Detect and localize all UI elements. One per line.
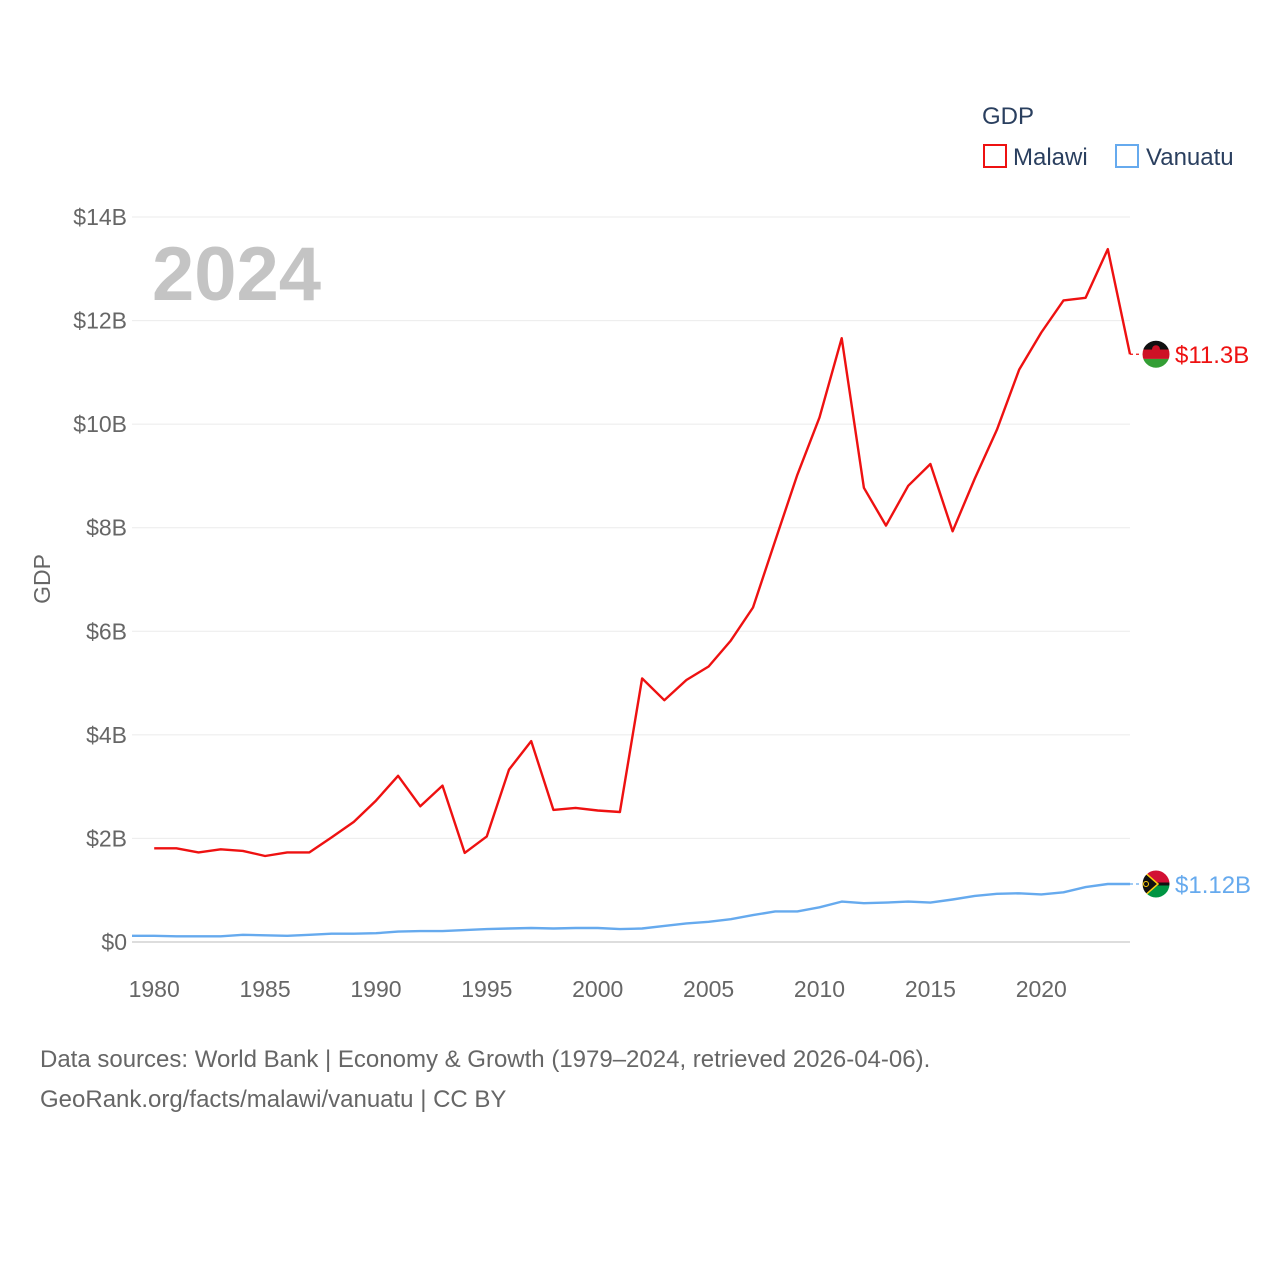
y-tick-label: $12B <box>73 308 127 334</box>
x-tick-label: 2005 <box>683 976 734 1002</box>
gridlines <box>132 216 1130 943</box>
x-axis-ticks: 1980 1985 1990 1995 2000 2005 2010 2015 2020 <box>129 976 1067 1002</box>
y-tick-label: $8B <box>86 515 127 541</box>
source-note: Data sources: World Bank | Economy & Gro… <box>40 1040 930 1120</box>
legend[interactable]: GDP Malawi Vanuatu <box>982 103 1234 171</box>
y-axis-ticks: $0 $2B $4B $6B $8B $10B $12B $14B <box>73 204 127 955</box>
malawi-flag-icon <box>1141 339 1171 369</box>
series-lines <box>132 247 1132 938</box>
source-line-2: GeoRank.org/facts/malawi/vanuatu | CC BY <box>40 1086 507 1113</box>
x-tick-label: 2015 <box>905 976 956 1002</box>
series-line-malawi <box>154 247 1132 858</box>
legend-title: GDP <box>982 103 1034 130</box>
x-tick-label: 2020 <box>1016 976 1067 1002</box>
legend-item-malawi[interactable]: Malawi <box>983 144 1088 171</box>
y-tick-label: $6B <box>86 618 127 644</box>
end-label-malawi: $11.3B <box>1175 342 1249 369</box>
legend-item-vanuatu[interactable]: Vanuatu <box>1115 144 1234 171</box>
end-label-vanuatu: $1.12B <box>1175 872 1251 899</box>
x-tick-label: 1985 <box>239 976 290 1002</box>
series-endpoints: $11.3B $1.12B <box>1130 339 1251 899</box>
legend-label-vanuatu: Vanuatu <box>1146 144 1234 171</box>
x-tick-label: 1980 <box>129 976 180 1002</box>
vanuatu-flag-icon <box>1141 869 1171 899</box>
y-axis-title: GDP <box>29 554 55 604</box>
x-tick-label: 2010 <box>794 976 845 1002</box>
x-tick-label: 1990 <box>350 976 401 1002</box>
x-tick-label: 1995 <box>461 976 512 1002</box>
y-tick-label: $0 <box>101 929 127 955</box>
y-tick-label: $2B <box>86 825 127 851</box>
y-tick-label: $10B <box>73 411 127 437</box>
legend-label-malawi: Malawi <box>1013 144 1088 171</box>
x-tick-label: 2000 <box>572 976 623 1002</box>
y-tick-label: $14B <box>73 204 127 230</box>
legend-swatch-malawi <box>983 144 1007 168</box>
y-tick-label: $4B <box>86 722 127 748</box>
source-line-1: Data sources: World Bank | Economy & Gro… <box>40 1046 931 1073</box>
legend-swatch-vanuatu <box>1115 144 1139 168</box>
series-line-vanuatu <box>132 882 1130 938</box>
year-label: 2024 <box>152 232 321 317</box>
